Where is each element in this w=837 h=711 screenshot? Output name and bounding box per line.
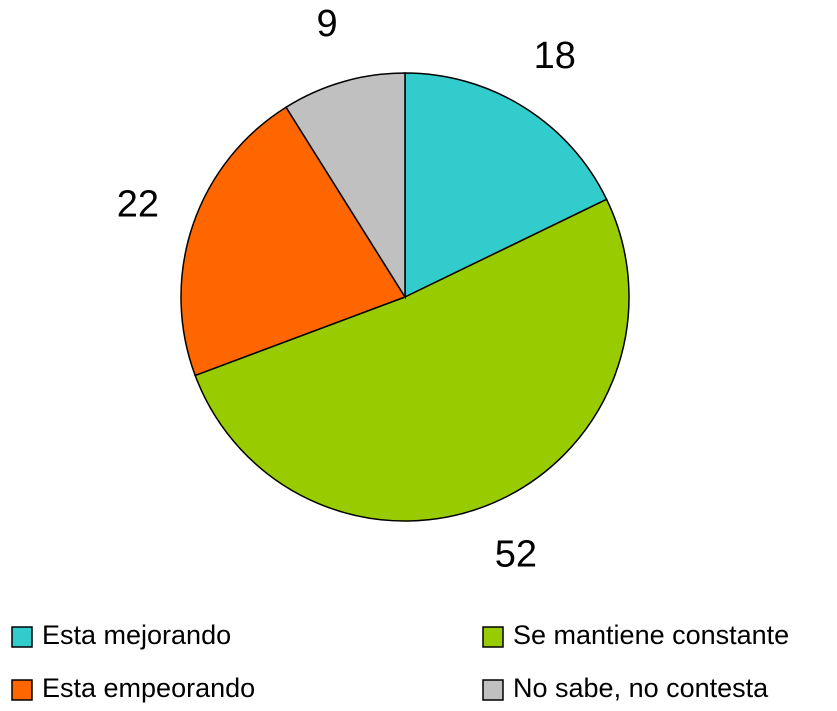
legend-label: Esta empeorando [42,673,255,703]
legend-label: Se mantiene constante [513,620,789,650]
pie-slice [404,72,608,299]
pie-slice [180,106,407,377]
pie-slice [194,198,630,522]
data-label: 22 [117,184,159,226]
legend-swatch [11,679,33,701]
legend-label: No sabe, no contesta [513,673,769,703]
pie-slice [285,72,406,300]
legend-swatch [482,679,504,701]
legend-swatch [11,626,33,648]
data-label: 52 [495,533,537,575]
data-label: 18 [534,35,576,77]
data-label: 9 [317,3,338,45]
legend-swatch [482,626,504,648]
legend-label: Esta mejorando [42,620,231,650]
